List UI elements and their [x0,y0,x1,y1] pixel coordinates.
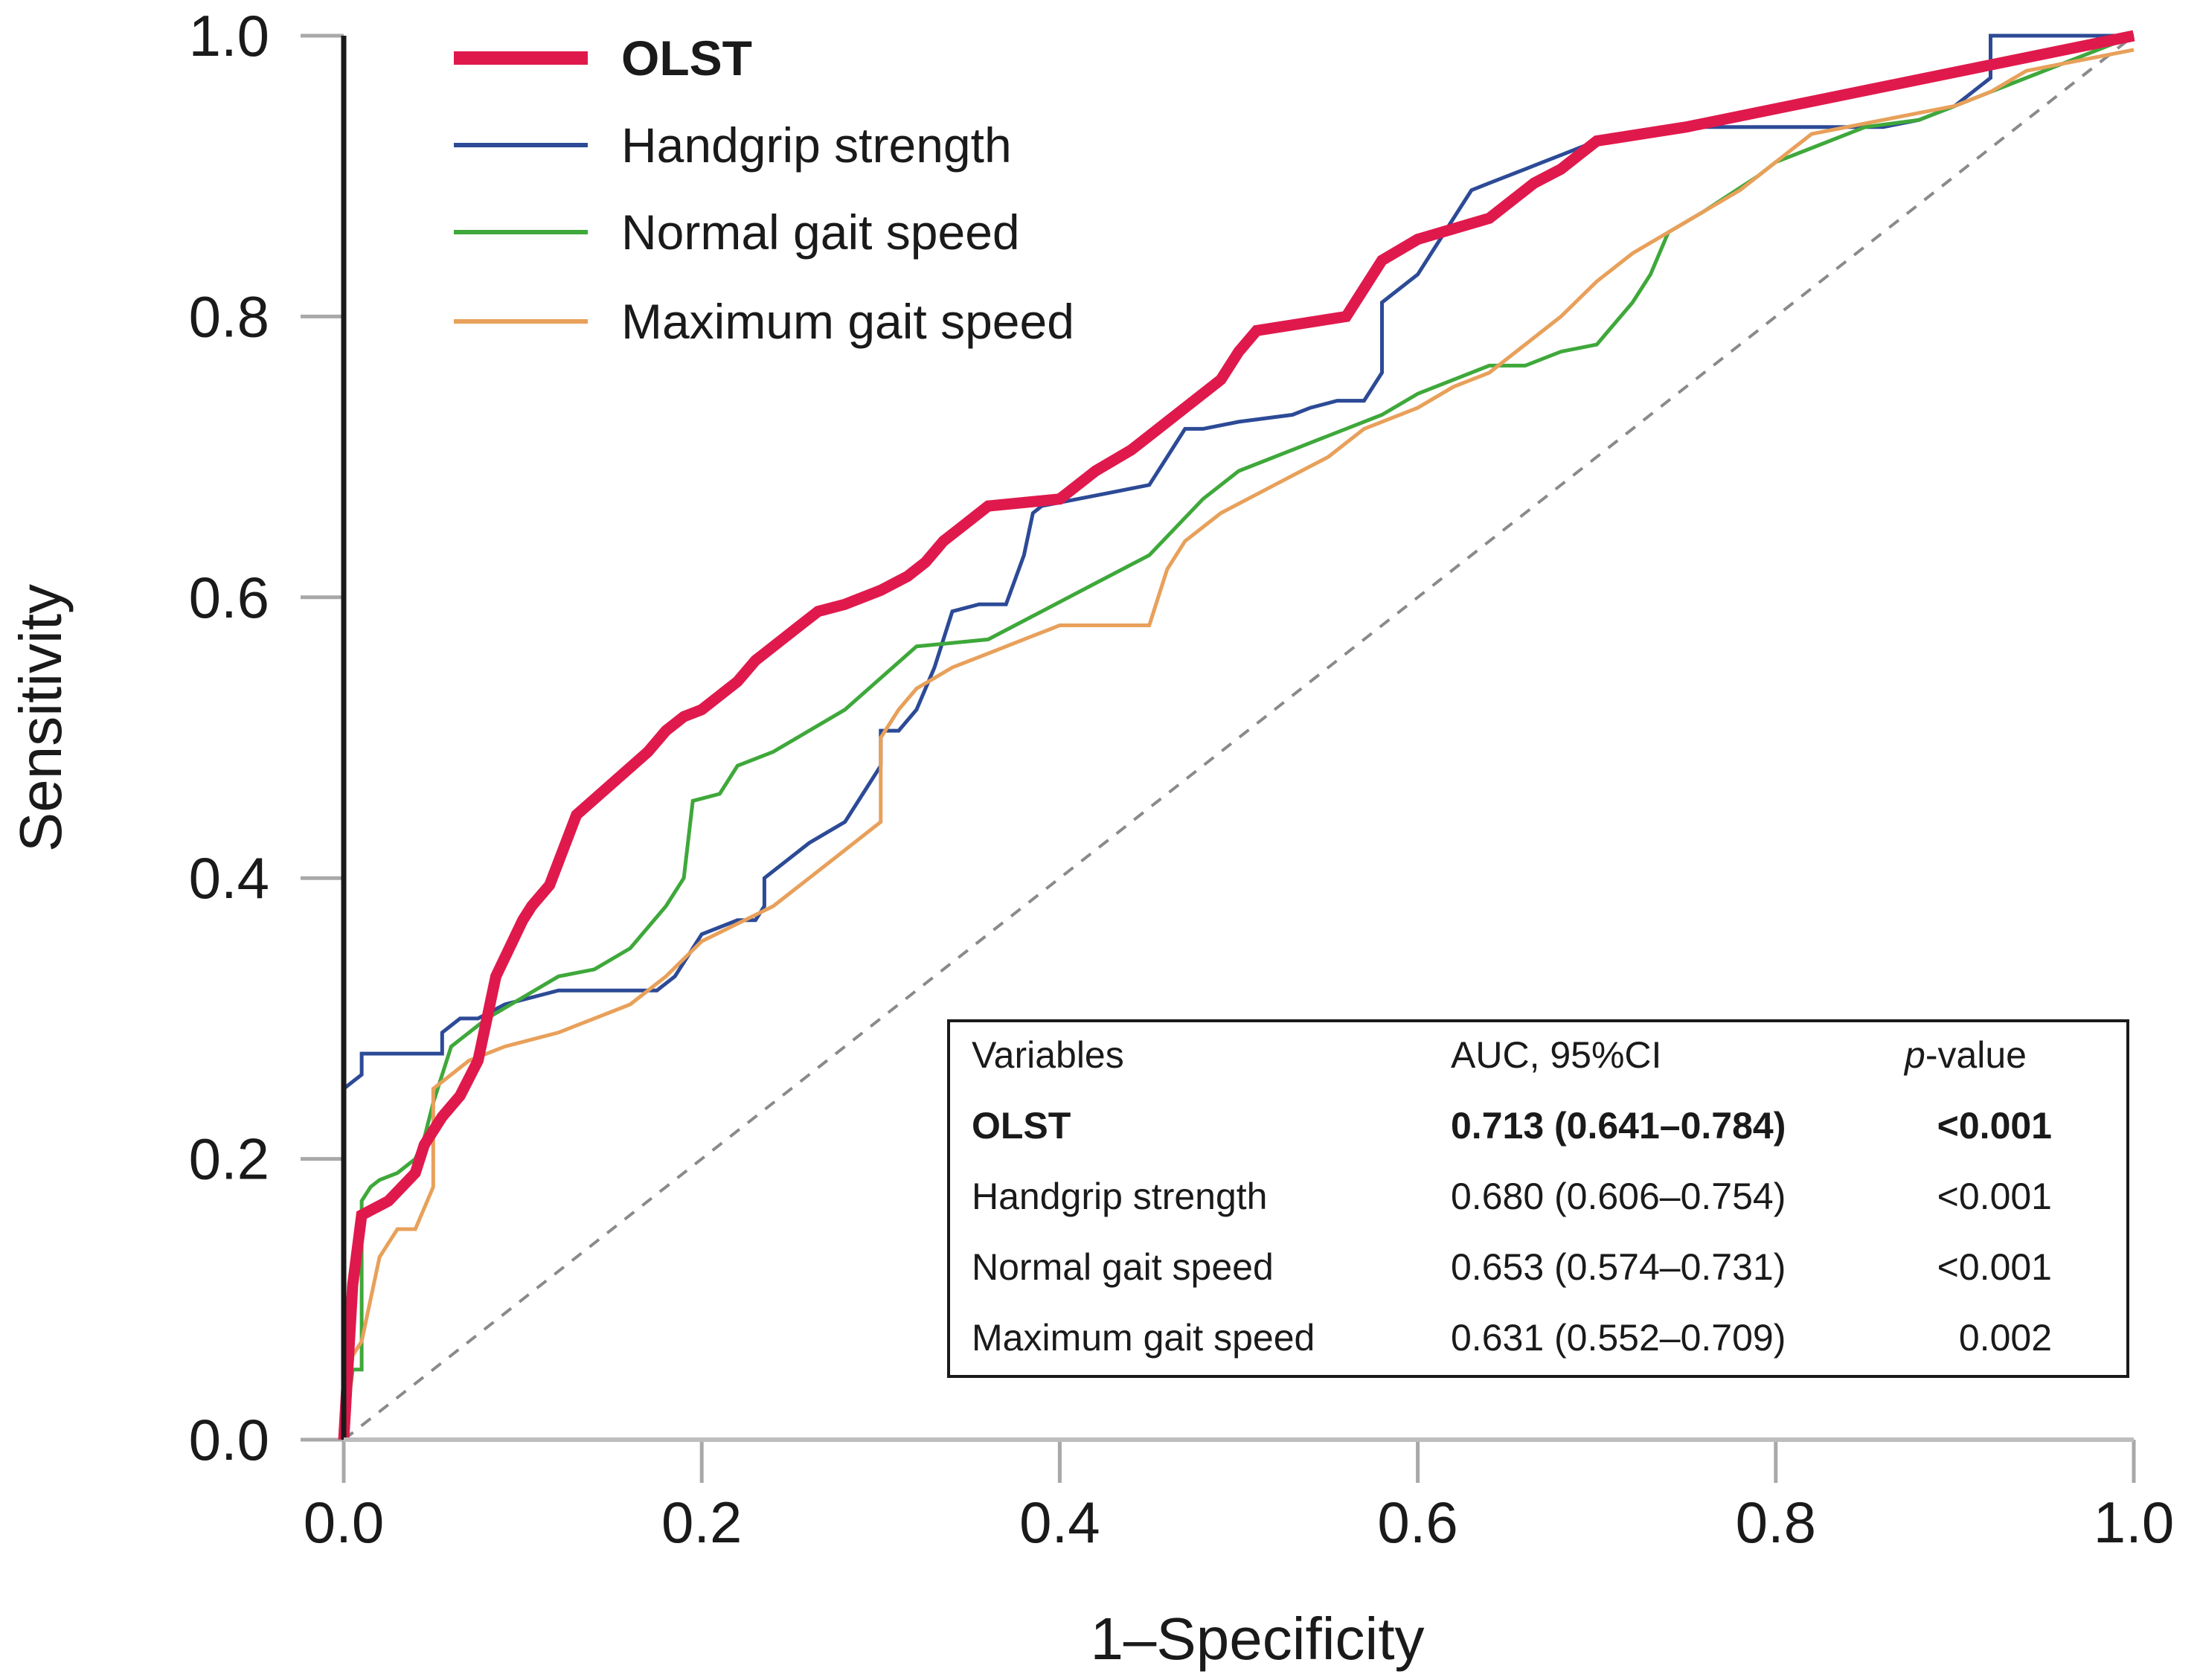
table-header-p-value: p-value [1903,1034,2027,1076]
table-cell-variable: Normal gait speed [972,1246,1274,1288]
table-cell-p-value: <0.001 [1937,1176,2052,1217]
table-cell-p-value: <0.001 [1937,1246,2052,1288]
table-cell-variable: Handgrip strength [972,1176,1267,1217]
series-line-olst [338,30,2135,1440]
legend: OLST Handgrip strength Normal gait speed Ma… [454,31,1074,349]
table-header-variables: Variables [972,1034,1124,1076]
y-tick-label: 0.0 [189,1407,269,1472]
table-cell-auc: 0.713 (0.641–0.784) [1451,1105,1786,1147]
legend-label: OLST [621,31,752,86]
y-tick-label: 0.4 [189,845,269,911]
table-cell-auc: 0.653 (0.574–0.731) [1451,1246,1786,1288]
tick-marks [301,33,2136,1483]
y-tick-label: 1.0 [189,3,269,68]
y-tick-label: 0.2 [189,1126,269,1192]
x-tick-label: 0.0 [304,1490,384,1555]
x-tick-label: 1.0 [2094,1490,2174,1555]
series-line-maximum-gait-speed [341,48,2135,1440]
table-cell-p-value: <0.001 [1937,1105,2052,1147]
p-italic: p [1903,1034,1925,1076]
table-cell-auc: 0.680 (0.606–0.754) [1451,1176,1786,1217]
y-axis-title: Sensitivity [7,584,74,852]
table-cell-variable: Maximum gait speed [972,1317,1315,1359]
x-tick-label: 0.2 [661,1490,742,1555]
legend-label: Maximum gait speed [621,294,1074,349]
x-tick-label: 0.8 [1736,1490,1816,1555]
table-header-auc: AUC, 95%CI [1451,1034,1661,1076]
y-tick-label: 0.6 [189,565,269,630]
legend-label: Handgrip strength [621,118,1012,173]
table-cell-auc: 0.631 (0.552–0.709) [1451,1317,1786,1359]
x-tick-label: 0.6 [1377,1490,1457,1555]
table-cell-p-value: 0.002 [1959,1317,2052,1359]
legend-label: Normal gait speed [621,205,1020,260]
roc-curves [338,30,2135,1440]
x-tick-label: 0.4 [1019,1490,1100,1555]
x-axis-title: 1–Specificity [1090,1606,1424,1672]
axes: 0.0 0.2 0.4 0.6 0.8 1.0 0.0 0.2 0.4 0.6 0.8 1.0 [189,3,2175,1555]
table-cell-variable: OLST [972,1105,1071,1147]
p-suffix: -value [1925,1034,2027,1076]
y-tick-label: 0.8 [189,283,269,349]
auc-table-box [947,1019,2129,1378]
auc-table: Variables AUC, 95%CI p-value OLST 0.713 (0.6… [947,1019,2129,1378]
